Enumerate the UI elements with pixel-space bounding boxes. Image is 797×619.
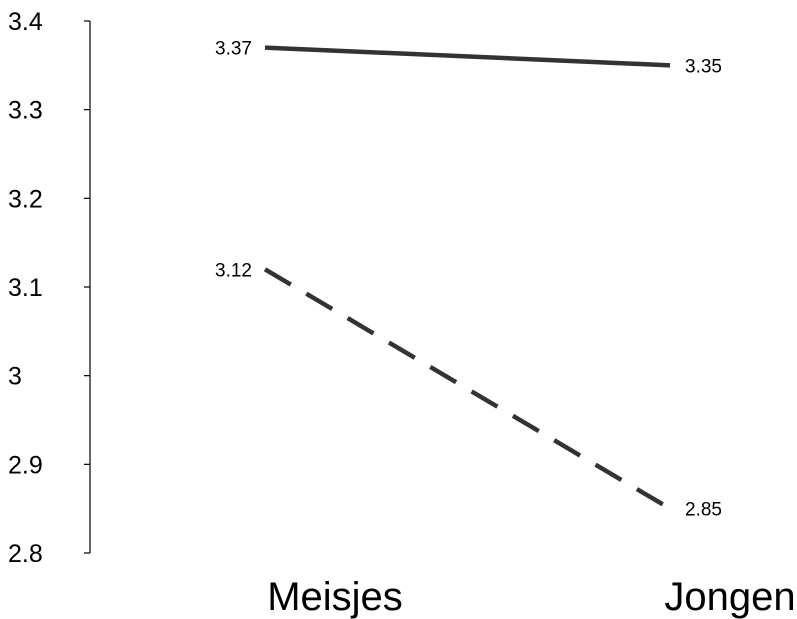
series-1-line xyxy=(264,45,671,68)
y-tick-label: 2.9 xyxy=(8,451,43,479)
y-tick-label: 3 xyxy=(8,363,22,391)
x-axis-categories: Meisjes Jongens xyxy=(267,575,797,619)
series-2-line xyxy=(263,267,672,511)
x-category-label: Jongens xyxy=(664,575,797,619)
y-axis: 2.8 2.9 3 3.1 3.2 3.3 3.4 xyxy=(8,8,91,568)
data-label: 3.37 xyxy=(215,39,252,60)
y-tick-label: 3.1 xyxy=(8,274,43,302)
y-tick-label: 3.3 xyxy=(8,97,43,125)
data-label: 3.35 xyxy=(685,56,722,77)
data-label: 3.12 xyxy=(215,260,252,281)
y-tick-label: 2.8 xyxy=(8,540,43,568)
x-category-label: Meisjes xyxy=(267,575,403,619)
data-label: 2.85 xyxy=(685,500,722,521)
y-tick-label: 3.4 xyxy=(8,8,43,36)
y-tick-label: 3.2 xyxy=(8,185,43,213)
data-labels: 3.37 3.35 3.12 2.85 xyxy=(215,39,722,521)
series-group xyxy=(263,45,672,511)
